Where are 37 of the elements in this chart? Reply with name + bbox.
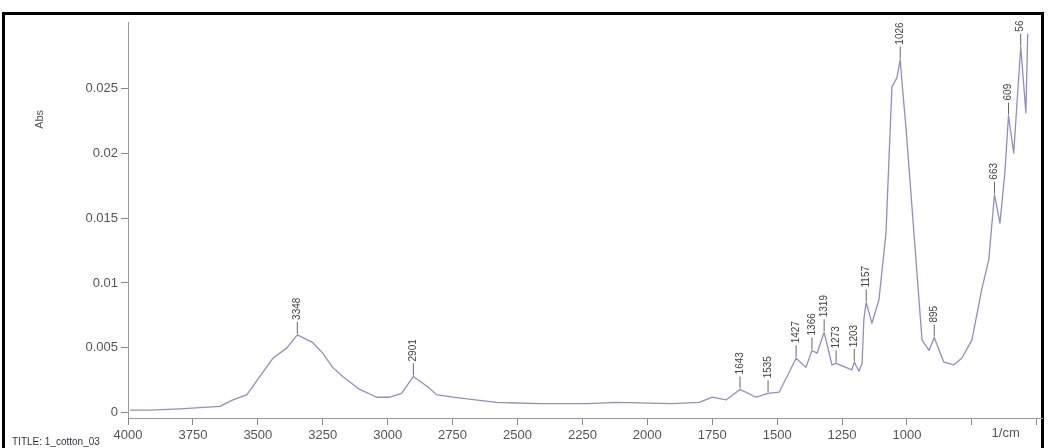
annotation: 663 [988,162,1000,180]
x-tick-label: 1000 [892,427,922,443]
annotation: 1319 [817,294,829,318]
annotation: 3348 [291,297,303,320]
y-tick-label: 0 [110,404,118,420]
y-tick-label: 0.02 [92,144,118,160]
annotation: 1366 [805,312,817,336]
annotation: 1273 [829,325,841,349]
x-tick-label: 3250 [308,427,338,443]
annotation: 609 [1002,83,1014,101]
y-axis-title: Abs [33,109,46,129]
annotation: 2901 [407,338,419,362]
x-tick-label: 3000 [373,427,403,443]
y-tick-label: 0.01 [92,274,118,290]
x-tick-label: 2750 [438,427,468,443]
x-tick-label: 2000 [632,427,662,443]
annotation: 1026 [893,21,905,45]
annotation: 1157 [859,265,871,288]
x-tick-label: 1750 [697,427,727,443]
x-tick-label: 2500 [503,427,532,443]
x-axis-title: 1/cm [991,425,1020,441]
x-tick-label: 4000 [113,427,143,443]
y-tick-label: 0.015 [85,209,118,225]
text: TITLE: 1_cotton_03 [12,435,101,447]
annotation: 1427 [789,320,801,344]
annotation: 1535 [761,355,773,379]
annotation: 1203 [848,324,860,348]
annotation: 56 [1014,20,1026,32]
y-tick-label: 0.025 [85,79,118,95]
x-tick-label: 3500 [243,427,273,443]
x-tick-label: 3750 [178,427,208,443]
annotation: 1643 [733,351,745,375]
x-tick-label: 2250 [567,427,597,443]
y-tick-label: 0.005 [85,339,118,355]
x-tick-label: 1500 [762,427,792,443]
x-tick-label: 1250 [827,427,857,443]
annotation: 895 [927,305,939,323]
